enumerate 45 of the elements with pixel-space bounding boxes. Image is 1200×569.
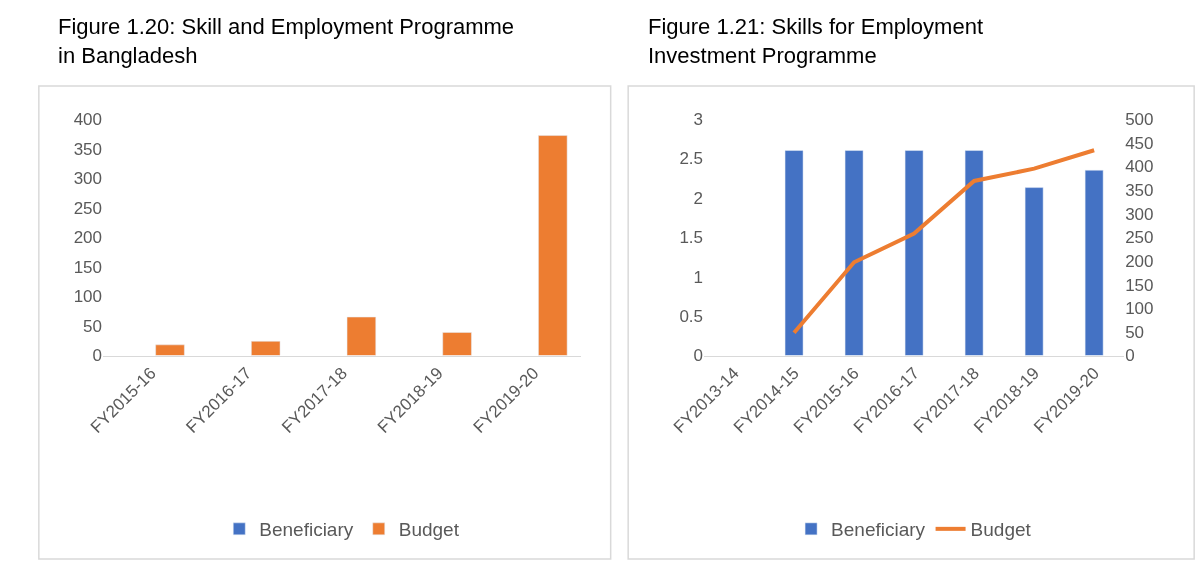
y2-tick-label: 400 <box>1125 157 1154 177</box>
y2-tick-label: 450 <box>1125 133 1154 153</box>
y-tick-label: 0 <box>693 346 704 366</box>
y2-tick-label: 100 <box>1125 299 1154 319</box>
y-tick-label: 1.5 <box>679 228 704 248</box>
y-tick-label: 3 <box>693 109 704 129</box>
y-tick-label: 2.5 <box>679 149 704 169</box>
chart-title: Figure 1.21: Skills for Employment Investment Programme <box>648 14 984 68</box>
legend-label: Budget <box>398 519 460 541</box>
y-tick-label: 300 <box>73 169 103 189</box>
y2-tick-label: 50 <box>1125 322 1145 342</box>
y-tick-label: 0.5 <box>679 307 704 327</box>
bar <box>538 135 568 356</box>
bar <box>904 150 924 356</box>
y-tick-label: 100 <box>73 287 103 307</box>
y-tick-label: 150 <box>73 257 103 277</box>
y2-tick-label: 200 <box>1125 251 1154 271</box>
bar <box>442 332 472 356</box>
y-tick-label: 0 <box>92 346 103 366</box>
chart-title: Figure 1.20: Skill and Employment Programme in Bangladesh <box>58 14 515 68</box>
bar <box>784 150 804 356</box>
y-tick-label: 250 <box>73 198 103 218</box>
bar <box>844 150 864 356</box>
legend-label: Beneficiary <box>831 519 926 541</box>
bar <box>155 344 185 356</box>
y2-tick-label: 150 <box>1125 275 1154 295</box>
y2-tick-label: 0 <box>1125 346 1135 366</box>
y2-tick-label: 250 <box>1125 228 1154 248</box>
y-tick-label: 400 <box>73 109 103 129</box>
y-tick-label: 350 <box>73 139 103 159</box>
bar <box>1024 187 1044 356</box>
bar <box>964 150 984 356</box>
y-tick-label: 2 <box>693 188 704 208</box>
y2-tick-label: 300 <box>1125 204 1154 224</box>
bar <box>251 341 281 356</box>
line-series <box>792 148 1097 335</box>
bar <box>346 316 376 356</box>
y2-tick-label: 350 <box>1125 180 1154 200</box>
legend-label: Beneficiary <box>259 519 354 541</box>
y2-tick-label: 500 <box>1125 109 1154 129</box>
legend-label: Budget <box>970 519 1032 541</box>
bar <box>1084 169 1104 356</box>
y-tick-label: 50 <box>83 316 103 336</box>
y-tick-label: 1 <box>693 267 704 287</box>
y-tick-label: 200 <box>73 228 103 248</box>
